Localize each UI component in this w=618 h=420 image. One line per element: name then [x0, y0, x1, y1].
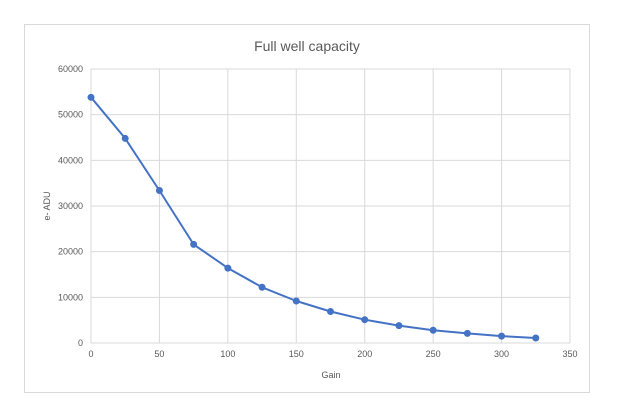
x-tick-label: 100	[220, 349, 235, 359]
data-point	[224, 264, 232, 272]
x-tick-label: 0	[88, 349, 93, 359]
x-tick-label: 50	[154, 349, 164, 359]
x-axis-label: Gain	[321, 370, 340, 380]
x-tick-label: 200	[357, 349, 372, 359]
y-tick-label: 20000	[58, 247, 83, 257]
data-point	[532, 334, 540, 342]
y-tick-label: 40000	[58, 155, 83, 165]
x-tick-label: 300	[494, 349, 509, 359]
data-point	[87, 93, 95, 101]
y-tick-label: 60000	[58, 64, 83, 74]
tick-labels: 0 10000 20000 30000 40000 50000 60000 0 50 100 150…	[58, 64, 578, 359]
chart-frame	[24, 24, 590, 393]
y-tick-label: 0	[78, 338, 83, 348]
y-tick-label: 30000	[58, 201, 83, 211]
data-point	[361, 316, 369, 324]
y-axis-label: e- ADU	[42, 191, 52, 220]
data-point	[463, 329, 471, 337]
data-point	[498, 332, 506, 340]
chart-title: Full well capacity	[254, 38, 360, 54]
x-tick-label: 150	[289, 349, 304, 359]
gridlines	[90, 68, 571, 344]
data-point	[292, 297, 300, 305]
data-point	[395, 322, 403, 330]
series-line	[90, 96, 536, 339]
data-point	[121, 134, 129, 142]
data-point	[327, 307, 334, 315]
data-point	[258, 283, 266, 291]
data-point	[155, 186, 163, 194]
x-tick-label: 250	[426, 349, 441, 359]
data-point	[190, 240, 198, 248]
y-tick-label: 50000	[58, 110, 83, 120]
x-tick-label: 350	[562, 349, 577, 359]
y-tick-label: 10000	[58, 292, 83, 302]
data-point	[429, 326, 437, 334]
series-layer	[87, 93, 540, 342]
